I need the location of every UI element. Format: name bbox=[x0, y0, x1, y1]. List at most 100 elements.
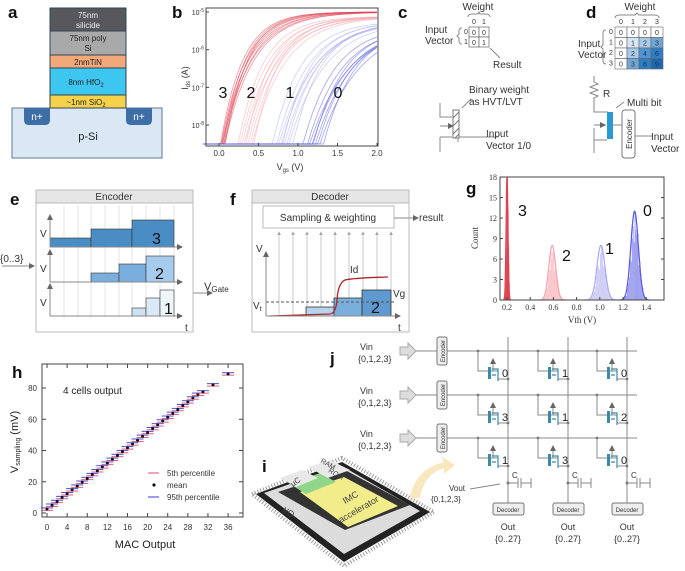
node bbox=[625, 421, 629, 425]
capacitor-icon bbox=[577, 478, 592, 488]
matrix-value: 3 bbox=[655, 41, 659, 48]
panel-label: j bbox=[329, 349, 335, 368]
vg-step bbox=[361, 289, 392, 317]
y-tick-label: 10-5 bbox=[192, 8, 204, 17]
mean-point bbox=[85, 476, 89, 480]
mean-point bbox=[201, 390, 205, 394]
out-label: Out bbox=[620, 522, 635, 532]
gaussian-fit-state-1 bbox=[584, 244, 617, 301]
x-tick-label: 0.2 bbox=[502, 303, 512, 312]
encoder-axes bbox=[47, 214, 182, 316]
panel-b: b 0.0 0.5 1.0 1.5 2.010-510-610-710-8 3 2 1 … bbox=[172, 3, 383, 174]
mean-point bbox=[226, 372, 230, 376]
matrix-value: 0 bbox=[619, 62, 623, 69]
transistor-gate-icon bbox=[607, 367, 610, 379]
vin-label: Vin bbox=[360, 342, 373, 352]
panel-label: g bbox=[466, 179, 476, 198]
y-tick-label: 20 bbox=[28, 478, 37, 487]
source-region bbox=[24, 108, 50, 125]
mean-point bbox=[80, 480, 84, 484]
histogram-bar-state-2 bbox=[547, 288, 549, 300]
panel-c: c Weight 0 10 0 01 0 1 Input Vector Result Bi… bbox=[398, 2, 531, 152]
x-tick-label: 4 bbox=[65, 523, 70, 532]
weight-title: Weight bbox=[625, 2, 656, 13]
node bbox=[506, 464, 510, 468]
id-curve bbox=[269, 276, 389, 317]
x-tick-label: 0.5 bbox=[253, 149, 265, 158]
out-set-label: {0..27} bbox=[555, 534, 581, 544]
layer-text: 2nmTiN bbox=[74, 58, 102, 67]
y-tick-label: 9 bbox=[493, 235, 497, 244]
transistor-icon bbox=[552, 368, 559, 381]
x-tick-label: 0.4 bbox=[525, 303, 535, 312]
capacitor-label: C bbox=[512, 471, 518, 480]
matrix-value: 0 bbox=[631, 30, 635, 37]
state-label: 2 bbox=[562, 248, 571, 265]
y-tick-label: 10-8 bbox=[192, 121, 204, 130]
histogram-bar-state-2 bbox=[553, 248, 555, 300]
legend-mean-swatch bbox=[152, 483, 156, 487]
imc-accelerator-block bbox=[300, 477, 398, 527]
mean-point bbox=[131, 442, 135, 446]
node bbox=[625, 377, 629, 381]
panel-label: d bbox=[586, 3, 596, 22]
column-index: 1 bbox=[482, 19, 486, 26]
layer-text: 75nm bbox=[78, 11, 98, 20]
x-tick-label: 36 bbox=[224, 523, 233, 532]
input-range-label: {0..3} bbox=[0, 254, 24, 265]
mean-point bbox=[95, 469, 99, 473]
capacitor-icon bbox=[636, 478, 651, 488]
histogram-bar-state-1 bbox=[608, 292, 610, 300]
vg-step bbox=[333, 297, 363, 317]
y-axis-label: Vsampling (mV) bbox=[9, 411, 22, 473]
histogram-bar-state-2 bbox=[544, 296, 546, 300]
annotation: 4 cells output bbox=[63, 386, 122, 397]
y-tick-label: 10-6 bbox=[192, 46, 204, 55]
uc-block bbox=[280, 470, 318, 487]
decoder-title: Decoder bbox=[311, 192, 349, 203]
chip-illustration bbox=[248, 455, 438, 569]
out-set-label: {0..27} bbox=[614, 534, 640, 544]
vin-set-label: {0,1,2,3} bbox=[358, 354, 392, 364]
cell-weight: 2 bbox=[621, 412, 627, 424]
panel-i: i µC RAM ROM I/O IMC accelerator bbox=[248, 455, 455, 569]
transistor-gate-icon bbox=[488, 454, 491, 466]
state-label: 3 bbox=[219, 85, 228, 102]
node bbox=[566, 377, 570, 381]
matrix-value: 2 bbox=[631, 51, 635, 58]
transistor-icon bbox=[492, 412, 499, 425]
histogram-bar-state-1 bbox=[609, 293, 611, 300]
zoom-arrow bbox=[410, 456, 455, 498]
transistor-gate-icon bbox=[548, 411, 551, 423]
transistor-gate-icon bbox=[607, 411, 610, 423]
matrix-value: 0 bbox=[619, 51, 623, 58]
encoder-header bbox=[35, 189, 194, 204]
panel-j: j Vin {0,1,2,3} Encoder Vin {0,1,2,3} Encoder… bbox=[329, 336, 651, 544]
decoder-box bbox=[492, 502, 525, 516]
t-axis-label: t bbox=[398, 323, 401, 334]
iv-curve-state-3 bbox=[203, 12, 378, 145]
matrix-cell bbox=[478, 36, 490, 48]
x-tick-label: 0.0 bbox=[213, 149, 225, 158]
axis-ticks: 0.0 0.5 1.0 1.5 2.0 10-5 10-6 10-7 10-8 bbox=[192, 8, 383, 158]
cell-weight: 0 bbox=[621, 455, 627, 467]
transistor-gate-icon bbox=[488, 367, 491, 379]
encoder-waveform-1 bbox=[131, 289, 175, 317]
histogram-bar-state-0 bbox=[642, 287, 644, 300]
x-axis-label: MAC Output bbox=[115, 539, 176, 551]
histogram-bar-state-1 bbox=[593, 291, 595, 300]
matrix-value: 9 bbox=[655, 62, 659, 69]
histogram-bar-state-0 bbox=[643, 294, 645, 300]
decoder-label: Decoder bbox=[616, 508, 639, 514]
mean-point bbox=[110, 457, 114, 461]
matrix-cell bbox=[650, 58, 664, 70]
multibit-gate bbox=[607, 112, 613, 139]
input-vector-label: Vector bbox=[651, 144, 680, 155]
histogram-bar-state-2 bbox=[553, 271, 555, 300]
layer-hfo2 bbox=[49, 67, 127, 96]
histogram-bar-state-2 bbox=[550, 251, 552, 300]
column-index: 2 bbox=[643, 19, 647, 26]
out-set-label: {0..27} bbox=[495, 534, 521, 544]
mean-point bbox=[211, 383, 215, 387]
mean-point bbox=[60, 496, 64, 500]
